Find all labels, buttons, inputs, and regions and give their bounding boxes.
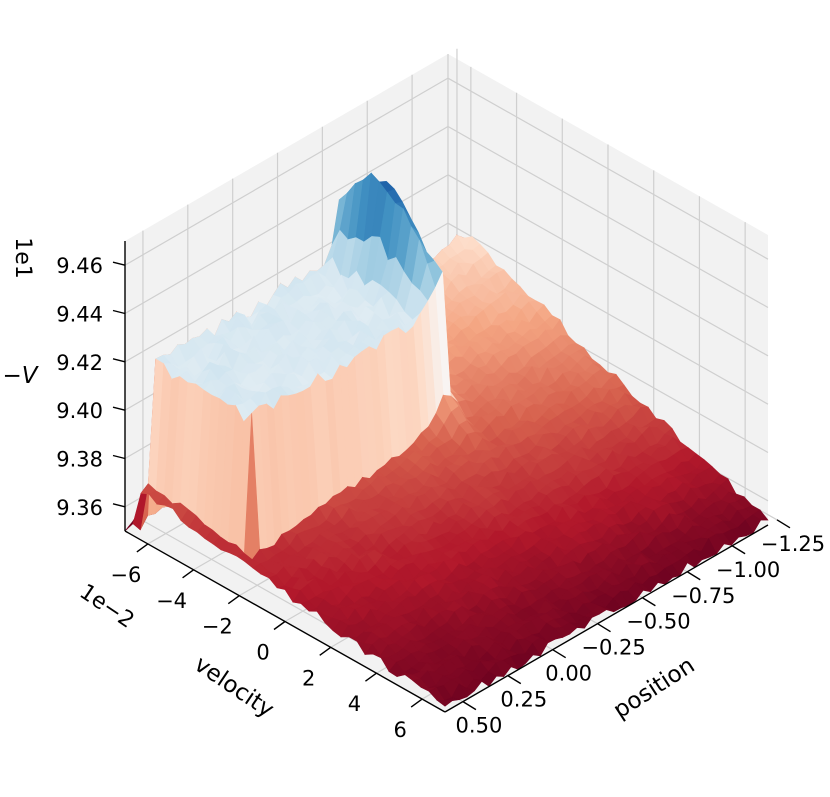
x-tick-label: 0.50 <box>456 714 503 738</box>
y-tick <box>365 672 377 682</box>
y-tick-label: 2 <box>302 666 315 690</box>
y-tick-label: −4 <box>156 589 187 613</box>
y-tick <box>410 698 423 708</box>
grid-z-right <box>447 77 769 260</box>
z-tick-label: 9.36 <box>56 496 103 520</box>
x-tick <box>462 701 477 711</box>
y-tick <box>273 620 286 631</box>
y-tick <box>136 543 149 553</box>
x-axis-label: position <box>609 652 700 723</box>
y-tick <box>227 595 240 605</box>
y-offset-text: 1e−2 <box>75 579 139 633</box>
z-tick <box>112 358 126 363</box>
x-tick-label: −0.50 <box>626 610 690 634</box>
y-tick <box>182 569 194 579</box>
z-tick-label: 9.44 <box>56 303 103 327</box>
x-tick <box>642 597 656 607</box>
x-tick-label: −1.25 <box>761 532 825 556</box>
x-tick <box>731 545 746 555</box>
surface-mesh <box>124 172 769 707</box>
y-tick-label: 6 <box>393 718 406 742</box>
grid-z-left <box>124 125 449 315</box>
z-tick-label: 9.40 <box>56 399 103 423</box>
x-tick <box>552 649 567 659</box>
grid-z-right <box>447 222 769 405</box>
x-tick-label: −1.00 <box>716 558 780 582</box>
z-tick-label: 9.38 <box>56 448 103 472</box>
y-tick-label: −6 <box>110 563 141 587</box>
x-tick-label: 0.00 <box>545 662 592 686</box>
z-tick-label: 9.42 <box>56 351 103 375</box>
z-tick <box>112 309 126 315</box>
y-tick-label: 4 <box>348 692 361 716</box>
grid-z-right <box>447 174 769 357</box>
z-offset-text: 1e1 <box>10 237 35 279</box>
y-tick <box>319 646 332 656</box>
x-tick <box>507 675 522 685</box>
x-tick-label: 0.25 <box>500 688 547 712</box>
grid-z-right <box>447 125 769 309</box>
z-tick-label: 9.46 <box>56 254 103 278</box>
x-tick-label: −0.75 <box>671 584 735 608</box>
surface-facet <box>436 699 454 707</box>
z-tick <box>112 503 126 508</box>
x-axis-line <box>444 524 769 713</box>
x-tick <box>776 519 791 529</box>
y-tick-label: −2 <box>202 615 233 639</box>
x-tick <box>686 571 701 581</box>
x-tick-label: −0.25 <box>581 636 645 660</box>
z-tick <box>112 454 126 460</box>
y-tick-label: 0 <box>256 641 269 665</box>
x-tick <box>597 623 611 633</box>
z-tick <box>112 261 126 266</box>
z-axis-label: −V <box>2 363 39 389</box>
grid-z-left <box>124 77 449 266</box>
tick-labels: 0.500.250.00−0.25−0.50−0.75−1.00−1.25−6−… <box>56 254 825 742</box>
z-tick <box>112 406 126 411</box>
